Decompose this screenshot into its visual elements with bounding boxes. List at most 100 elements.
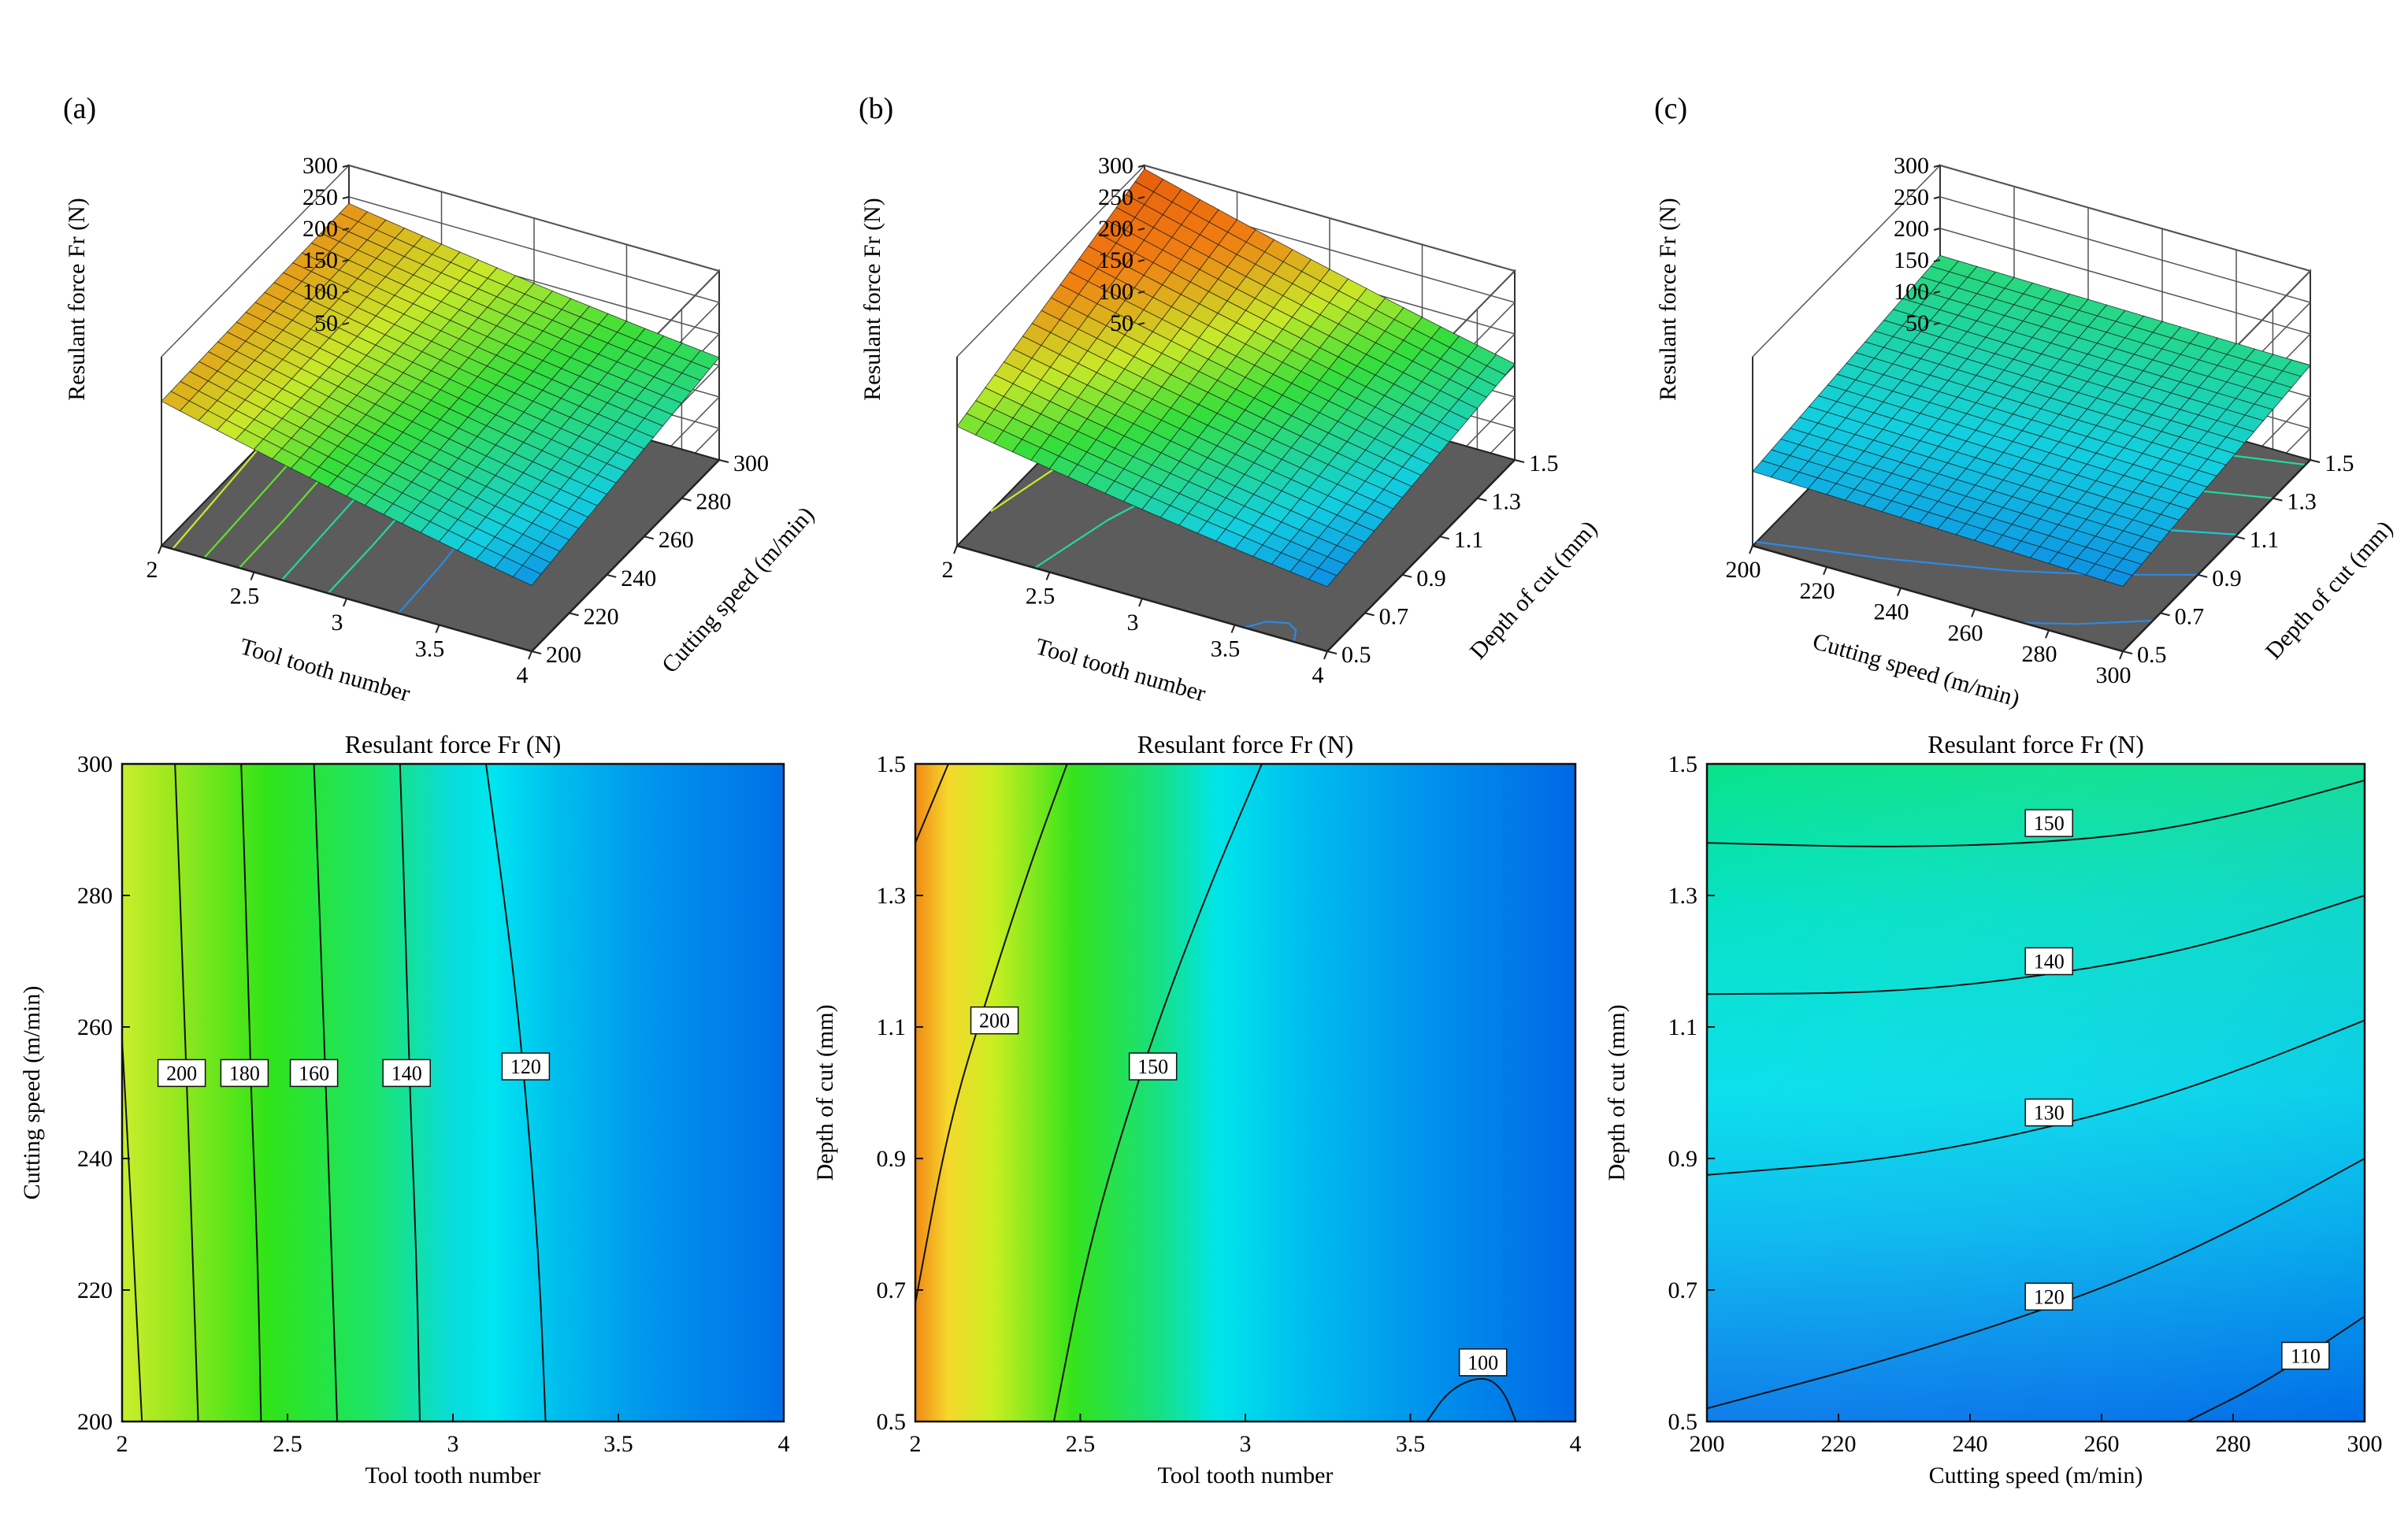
contour-label: 150 [2034, 812, 2065, 835]
contour-panel-2: 150 140 130 120 110 Resulant force Fr (N) 200 2… [1604, 730, 2383, 1488]
y-tick-mark [2122, 651, 2133, 654]
y-tick-mark [2160, 612, 2170, 617]
x-tick-mark [1323, 651, 1328, 660]
contour-label: 140 [2034, 951, 2065, 973]
x-tick-mark [2119, 651, 2124, 660]
surface-panel-2: 2002202402602803000.50.70.91.11.31.55010… [1654, 92, 2398, 712]
y-tick-mark [681, 497, 692, 502]
contour-fill-overlay [1707, 764, 2365, 1422]
z-tick-label: 150 [1894, 247, 1929, 273]
x-tick-label: 3 [1127, 610, 1139, 636]
y-tick-label: 1.1 [2250, 527, 2280, 553]
x-tick-label: 3.5 [415, 636, 445, 662]
x-tick-label: 4 [517, 662, 529, 688]
x-tick-label: 3 [332, 610, 343, 636]
y-tick-label: 220 [584, 603, 619, 629]
y-tick-mark [1364, 612, 1375, 617]
contour-label-box [220, 1058, 269, 1088]
surface-mesh [1752, 254, 2311, 588]
y-axis-line [2122, 459, 2311, 652]
y-tick-label: 300 [77, 751, 113, 777]
contour-line [240, 763, 262, 1422]
x-tick-label: 4 [1312, 662, 1324, 688]
z-axis-title: Resulant force Fr (N) [64, 198, 90, 400]
x-axis-title: Cutting speed (m/min) [1929, 1462, 2143, 1488]
contour-label: 130 [2034, 1102, 2065, 1125]
y-tick-mark [718, 459, 729, 463]
z-tick-label: 50 [1110, 310, 1134, 336]
contour-line [485, 763, 547, 1422]
y-tick-mark [1401, 573, 1412, 578]
y-tick-mark [2197, 573, 2208, 578]
contour-label-box [970, 1006, 1019, 1035]
y-axis-title: Depth of cut (mm) [1465, 516, 1602, 665]
z-axis-title: Resulant force Fr (N) [1655, 198, 1681, 400]
x-tick-label: 2.5 [1066, 1431, 1096, 1457]
contour-title: Resulant force Fr (N) [1928, 730, 2144, 758]
z-tick-label: 250 [1098, 184, 1134, 210]
x-tick-mark [250, 572, 255, 580]
contour-line [1706, 895, 2365, 995]
contour-label-box [289, 1058, 339, 1088]
x-tick-mark [1230, 625, 1236, 633]
surface-panel-1: 2 2.5 3 3.5 4 0.5 0.7 0.9 1.1 1.3 1.5 50 100 150 200 25… [859, 92, 1602, 706]
wall-gridline [1752, 165, 1941, 358]
contour-fill [122, 764, 784, 1422]
panel-label: (b) [859, 92, 893, 125]
x-tick-label: 2.5 [273, 1431, 302, 1457]
z-tick-mark [1137, 322, 1145, 325]
contour-line [1053, 763, 1263, 1422]
x-tick-label: 2 [910, 1431, 922, 1457]
x-tick-mark [1897, 588, 1902, 596]
y-tick-label: 240 [621, 565, 656, 591]
z-tick-label: 100 [1894, 279, 1929, 305]
x-tick-label: 3.5 [1211, 636, 1241, 662]
z-tick-mark [1137, 165, 1145, 168]
x-tick-label: 240 [1953, 1431, 1988, 1457]
z-tick-mark [1137, 291, 1145, 294]
z-tick-mark [1137, 228, 1145, 231]
y-tick-label: 280 [77, 883, 113, 909]
y-tick-mark [1326, 651, 1338, 654]
y-tick-label: 200 [77, 1409, 113, 1435]
y-tick-mark [2310, 459, 2321, 463]
floor-contour-line [1244, 621, 1297, 643]
x-axis-title: Tool tooth number [1158, 1462, 1334, 1488]
x-tick-label: 220 [1821, 1431, 1857, 1457]
wall-gridline [161, 165, 350, 358]
y-axis-line [531, 459, 720, 652]
wall-gridline [956, 165, 1145, 358]
y-tick-label: 0.5 [2137, 642, 2167, 668]
z-tick-mark [1933, 165, 1941, 168]
x-tick-label: 280 [2216, 1431, 2251, 1457]
y-tick-label: 1.3 [2287, 489, 2317, 515]
contour-label-box [2281, 1341, 2330, 1370]
y-axis-title: Depth of cut (mm) [1604, 1004, 1630, 1181]
y-tick-label: 1.3 [1668, 883, 1698, 909]
x-tick-label: 3 [447, 1431, 459, 1457]
contour-line [1426, 1377, 1517, 1422]
x-tick-label: 3.5 [1396, 1431, 1426, 1457]
y-tick-label: 240 [77, 1146, 113, 1172]
x-axis-title: Cutting speed (m/min) [1810, 628, 2023, 713]
x-tick-mark [953, 545, 958, 554]
y-tick-label: 1.1 [1454, 527, 1484, 553]
y-axis-title: Cutting speed (m/min) [19, 986, 45, 1200]
y-tick-mark [644, 536, 655, 540]
x-tick-label: 300 [2347, 1431, 2383, 1457]
y-tick-label: 0.7 [1668, 1277, 1698, 1303]
surface-plots-row: 22.533.542002202402602803005010015020025… [63, 92, 2398, 712]
surface-panel-0: 22.533.542002202402602803005010015020025… [63, 92, 819, 706]
y-tick-label: 0.9 [2212, 565, 2242, 591]
panel-label: (c) [1654, 92, 1687, 125]
y-tick-mark [569, 612, 579, 617]
y-tick-label: 0.5 [877, 1409, 907, 1435]
surface-cell [1308, 567, 1338, 588]
x-tick-label: 4 [778, 1431, 790, 1457]
x-tick-label: 3 [1240, 1431, 1252, 1457]
z-tick-label: 150 [1098, 247, 1134, 273]
y-axis-title: Depth of cut (mm) [812, 1004, 838, 1181]
contour-line [174, 763, 199, 1422]
contour-label: 180 [229, 1062, 260, 1084]
floor-contour-line [2023, 620, 2154, 625]
